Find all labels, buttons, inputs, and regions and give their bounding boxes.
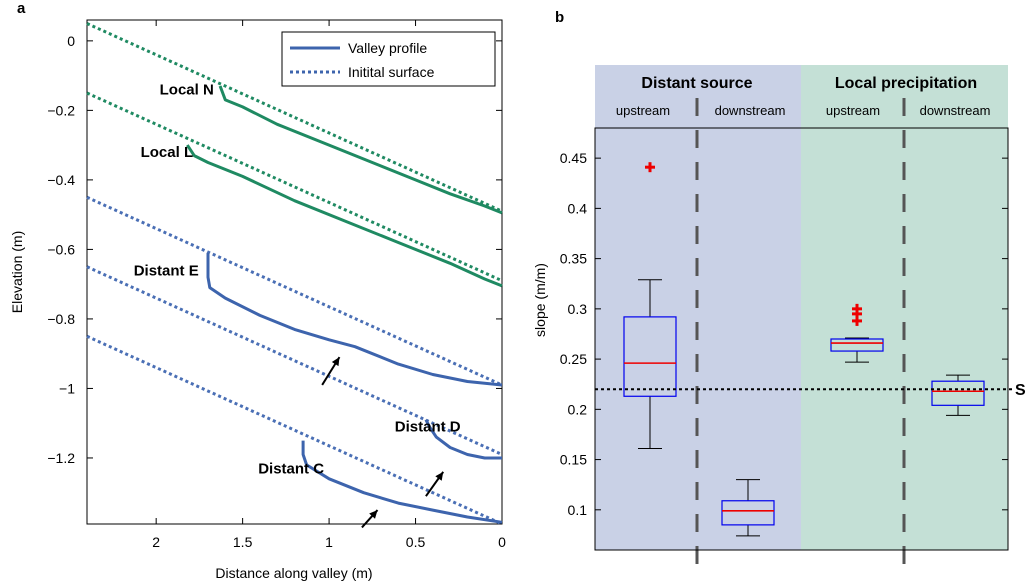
group-title-distant-source: Distant source [641,75,752,92]
panel-b-plot: Distant source Local precipitation upstrea… [532,65,1026,578]
arrow-head [331,357,340,367]
y-tick-label: −1.2 [47,450,75,466]
legend: Valley profile Initital surface [281,31,496,87]
sublabel-upstream: upstream [826,103,880,118]
y-tick-label: 0.3 [568,301,588,317]
curve-label-distant-c: Distant C [258,460,324,477]
panel-a-axes-box [86,19,503,525]
local-n-initial-line [86,22,503,213]
y-tick-label: 0.4 [568,200,588,216]
local-precipitation-upstream-box [830,338,884,352]
curve-label-distant-d: Distant D [395,419,461,436]
legend-box [281,31,496,87]
distant-e-profile-line [206,252,503,387]
y-tick-label: 0.35 [560,251,587,267]
local-l-initial-line [86,91,503,283]
y-tick-label: −0.8 [47,311,75,327]
legend-entry-initial-surface: Initital surface [348,64,435,80]
sublabel-downstream: downstream [715,103,786,118]
distant-c-profile-line [301,440,503,524]
sublabel-upstream: upstream [616,103,670,118]
distant-source-upstream-box [623,316,677,397]
reference-line-label: S [1015,382,1026,399]
panel-a-ticks: 2 1.5 1 0.5 0 0 −0.2 −0.4 −0.6 −0.8 −1 −1.2 [47,20,506,550]
curve-label-local-n: Local N [160,82,214,99]
local-n-profile-line [218,85,503,215]
arrow-head [369,510,378,519]
arrow-head [435,471,444,481]
y-tick-label: −1 [59,380,75,396]
y-tick-label: −0.4 [47,172,75,188]
panel-b-axes-box [594,127,1009,551]
local-precipitation-downstream-box [931,380,985,406]
curve-label-local-l: Local L [141,144,194,161]
sublabel-downstream: downstream [920,103,991,118]
x-tick-label: 0.5 [406,534,426,550]
panel-b-dividers [695,98,906,578]
y-tick-label: 0 [67,33,75,49]
panel-b-y-axis-label: slope (m/m) [532,263,548,337]
panel-b-group-headers: Distant source Local precipitation upstrea… [616,75,991,118]
x-tick-label: 1 [325,534,333,550]
x-tick-label: 1.5 [233,534,253,550]
distant-c-initial-line [86,334,503,526]
panel-label-a: a [17,0,26,17]
y-tick-label: 0.1 [568,502,588,518]
panel-a-curve-labels: Local N Local L Distant E Distant D Distant … [134,82,461,478]
local-l-profile-line [186,144,503,288]
panel-a-plot: 2 1.5 1 0.5 0 0 −0.2 −0.4 −0.6 −0.8 −1 −1.2 Local N… [9,19,506,581]
distant-d-initial-line [86,265,503,456]
panel-b-boxes [623,162,985,537]
legend-entry-valley-profile: Valley profile [348,40,427,56]
x-tick-label: 2 [152,534,160,550]
distant-source-downstream-box [721,500,775,526]
distant-d-profile-line [424,419,502,460]
panel-b-reference-line: S [595,382,1026,399]
y-tick-label: 0.2 [568,401,588,417]
x-tick-label: 0 [498,534,506,550]
panel-a-y-axis-label: Elevation (m) [9,231,25,313]
panel-a-arrows [321,356,445,529]
curve-label-distant-e: Distant E [134,262,199,279]
panel-a-series [86,22,503,526]
y-tick-label: 0.15 [560,452,587,468]
panel-a-x-axis-label: Distance along valley (m) [215,565,372,581]
y-tick-label: 0.25 [560,351,587,367]
distant-e-initial-line [86,195,503,387]
y-tick-label: −0.6 [47,241,75,257]
y-tick-label: −0.2 [47,102,75,118]
panel-label-b: b [555,9,564,26]
y-tick-label: 0.45 [560,150,587,166]
panel-b-ticks: 0.1 0.15 0.2 0.25 0.3 0.35 0.4 0.45 [560,150,1008,518]
group-title-local-precipitation: Local precipitation [835,75,977,92]
